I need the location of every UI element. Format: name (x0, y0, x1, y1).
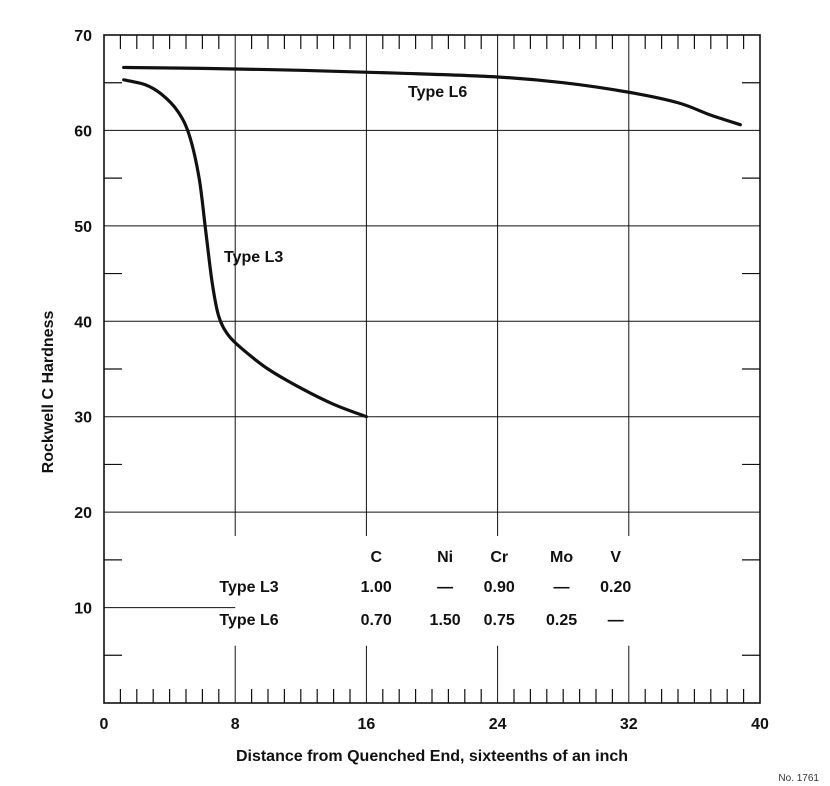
table-cell: 1.50 (430, 612, 461, 629)
series-label-l3: Type L3 (224, 249, 283, 266)
table-header-cell: Ni (437, 549, 453, 566)
table-header-cell: Cr (490, 549, 508, 566)
table-header-cell: Mo (550, 549, 573, 566)
composition-table: C Ni Cr Mo V Type L3 1.00 — 0.90 — 0.20 Type L6 0.70… (219, 549, 631, 629)
y-tick-label: 30 (74, 410, 92, 427)
y-tick-label: 50 (74, 219, 92, 236)
x-axis-title: Distance from Quenched End, sixteenths o… (236, 748, 628, 765)
table-cell: 0.75 (484, 612, 515, 629)
table-header-cell: V (610, 549, 621, 566)
y-tick-label: 40 (74, 314, 92, 331)
x-tick-label: 16 (358, 716, 376, 733)
figure-number: No. 1761 (778, 773, 819, 784)
x-tick-label: 8 (231, 716, 240, 733)
table-cell: 1.00 (361, 579, 392, 596)
table-cell: 0.90 (484, 579, 515, 596)
plot-frame (103, 34, 761, 704)
series-line-l6 (122, 65, 742, 127)
table-cell: 0.70 (361, 612, 392, 629)
tick-marks (104, 35, 760, 703)
table-cell: — (554, 579, 570, 596)
y-axis-title: Rockwell C Hardness (40, 311, 57, 474)
table-row-label: Type L3 (219, 579, 278, 596)
series-label-l6: Type L6 (408, 84, 467, 101)
tick-labels: 0 8 16 24 32 40 10 20 30 40 50 60 70 (74, 28, 769, 733)
x-tick-label: 24 (489, 716, 507, 733)
series-lines (122, 65, 742, 419)
table-cell: — (608, 612, 624, 629)
x-tick-label: 40 (751, 716, 769, 733)
table-cell: 0.20 (600, 579, 631, 596)
y-tick-label: 60 (74, 123, 92, 140)
gridlines (104, 35, 760, 703)
table-cell: 0.25 (546, 612, 577, 629)
x-tick-label: 32 (620, 716, 638, 733)
series-line-l3 (122, 78, 368, 419)
table-row-label: Type L6 (219, 612, 278, 629)
y-tick-label: 10 (74, 601, 92, 618)
x-tick-label: 0 (100, 716, 109, 733)
y-tick-label: 70 (74, 28, 92, 45)
table-header-cell: C (370, 549, 382, 566)
y-tick-label: 20 (74, 505, 92, 522)
table-cell: — (437, 579, 453, 596)
